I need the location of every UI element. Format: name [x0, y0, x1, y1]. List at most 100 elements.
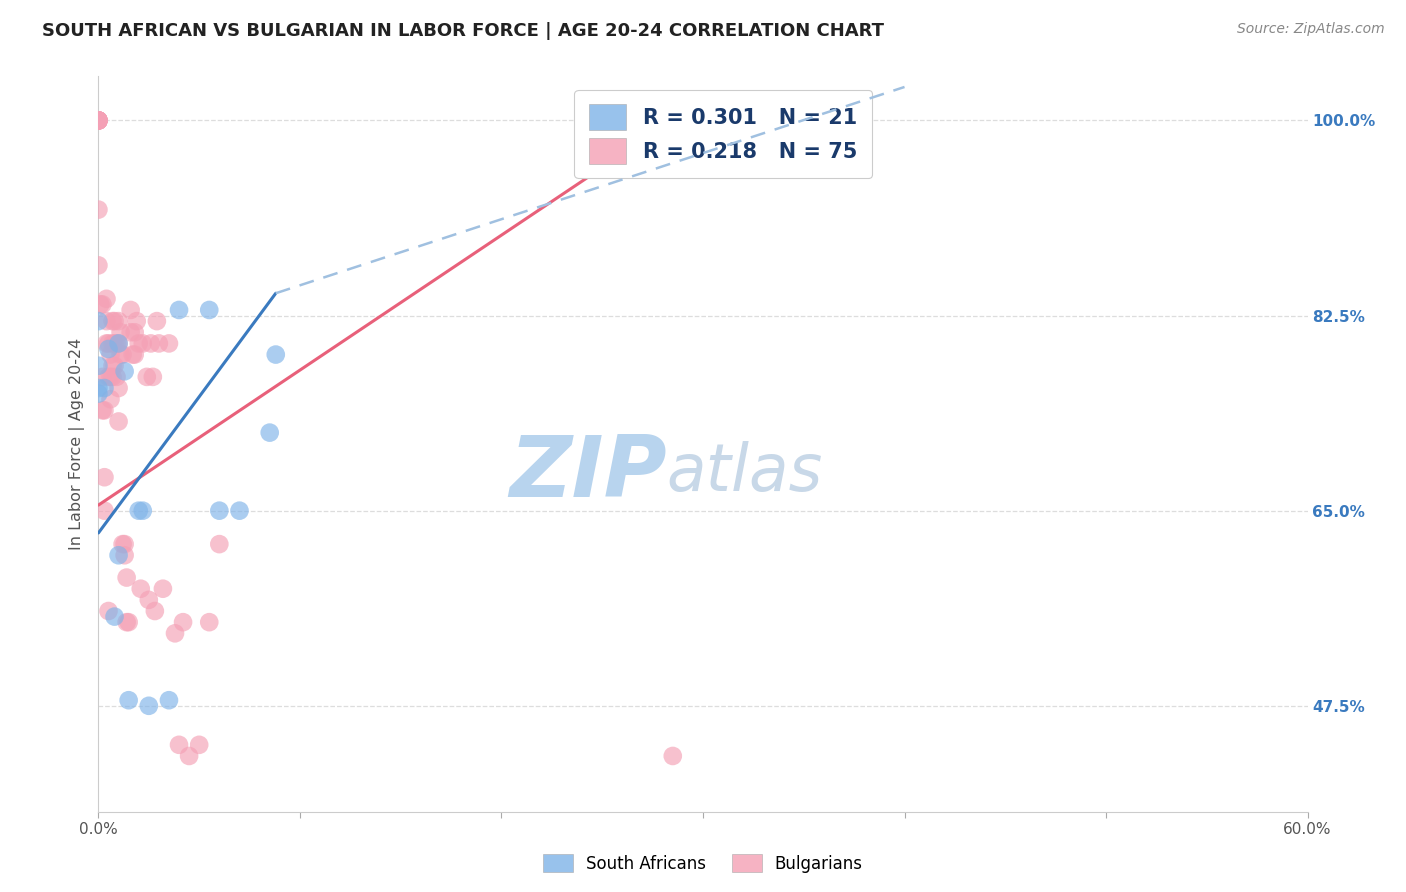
- Point: [101, 369, 124, 384]
- Point: [110, 325, 132, 339]
- Point: [146, 314, 169, 328]
- Point: [157, 693, 180, 707]
- Point: [120, 325, 142, 339]
- Point: [198, 615, 221, 629]
- Point: [264, 347, 287, 362]
- Point: [93, 470, 115, 484]
- Point: [87, 202, 110, 217]
- Point: [101, 314, 124, 328]
- Point: [129, 582, 152, 596]
- Point: [114, 537, 136, 551]
- Point: [100, 369, 122, 384]
- Point: [661, 749, 683, 764]
- Point: [87, 113, 110, 128]
- Point: [97, 336, 120, 351]
- Point: [138, 593, 160, 607]
- Point: [87, 381, 110, 395]
- Point: [97, 369, 120, 384]
- Point: [128, 336, 150, 351]
- Point: [103, 336, 125, 351]
- Point: [188, 738, 211, 752]
- Point: [105, 369, 128, 384]
- Point: [87, 113, 110, 128]
- Point: [87, 113, 110, 128]
- Point: [91, 369, 114, 384]
- Point: [228, 503, 250, 517]
- Point: [132, 336, 155, 351]
- Legend: South Africans, Bulgarians: South Africans, Bulgarians: [537, 847, 869, 880]
- Point: [107, 336, 129, 351]
- Point: [107, 314, 129, 328]
- Point: [87, 113, 110, 128]
- Point: [97, 342, 120, 356]
- Point: [135, 369, 157, 384]
- Point: [167, 303, 190, 318]
- Point: [148, 336, 170, 351]
- Legend: R = 0.301   N = 21, R = 0.218   N = 75: R = 0.301 N = 21, R = 0.218 N = 75: [575, 90, 872, 178]
- Point: [139, 336, 162, 351]
- Point: [87, 113, 110, 128]
- Point: [172, 615, 194, 629]
- Point: [115, 571, 138, 585]
- Point: [208, 503, 231, 517]
- Point: [93, 381, 115, 395]
- Point: [114, 364, 136, 378]
- Point: [107, 414, 129, 428]
- Point: [142, 369, 165, 384]
- Point: [89, 297, 111, 311]
- Point: [93, 403, 115, 417]
- Point: [97, 604, 120, 618]
- Point: [87, 386, 110, 401]
- Point: [103, 314, 125, 328]
- Point: [121, 347, 143, 362]
- Point: [87, 113, 110, 128]
- Point: [110, 347, 132, 362]
- Point: [259, 425, 281, 440]
- Point: [198, 303, 221, 318]
- Point: [138, 698, 160, 713]
- Point: [128, 503, 150, 517]
- Point: [167, 738, 190, 752]
- Point: [87, 258, 110, 272]
- Point: [179, 749, 201, 764]
- Point: [132, 503, 155, 517]
- Text: atlas: atlas: [666, 442, 823, 505]
- Point: [96, 314, 118, 328]
- Point: [93, 503, 115, 517]
- Point: [157, 336, 180, 351]
- Point: [100, 392, 122, 406]
- Point: [87, 113, 110, 128]
- Point: [103, 359, 125, 373]
- Point: [107, 336, 129, 351]
- Point: [87, 359, 110, 373]
- Point: [651, 113, 673, 128]
- Point: [111, 537, 134, 551]
- Point: [101, 336, 124, 351]
- Point: [91, 403, 114, 417]
- Point: [91, 297, 114, 311]
- Point: [163, 626, 186, 640]
- Point: [143, 604, 166, 618]
- Text: SOUTH AFRICAN VS BULGARIAN IN LABOR FORCE | AGE 20-24 CORRELATION CHART: SOUTH AFRICAN VS BULGARIAN IN LABOR FORC…: [42, 22, 884, 40]
- Point: [101, 359, 124, 373]
- Text: Source: ZipAtlas.com: Source: ZipAtlas.com: [1237, 22, 1385, 37]
- Point: [152, 582, 174, 596]
- Point: [114, 548, 136, 563]
- Point: [120, 303, 142, 318]
- Point: [125, 314, 148, 328]
- Point: [111, 347, 134, 362]
- Point: [87, 113, 110, 128]
- Point: [124, 347, 146, 362]
- Point: [107, 381, 129, 395]
- Point: [105, 336, 128, 351]
- Point: [96, 292, 118, 306]
- Point: [118, 693, 141, 707]
- Point: [124, 325, 146, 339]
- Point: [107, 548, 129, 563]
- Point: [118, 615, 141, 629]
- Point: [115, 615, 138, 629]
- Point: [208, 537, 231, 551]
- Point: [100, 347, 122, 362]
- Y-axis label: In Labor Force | Age 20-24: In Labor Force | Age 20-24: [69, 338, 84, 549]
- Point: [96, 336, 118, 351]
